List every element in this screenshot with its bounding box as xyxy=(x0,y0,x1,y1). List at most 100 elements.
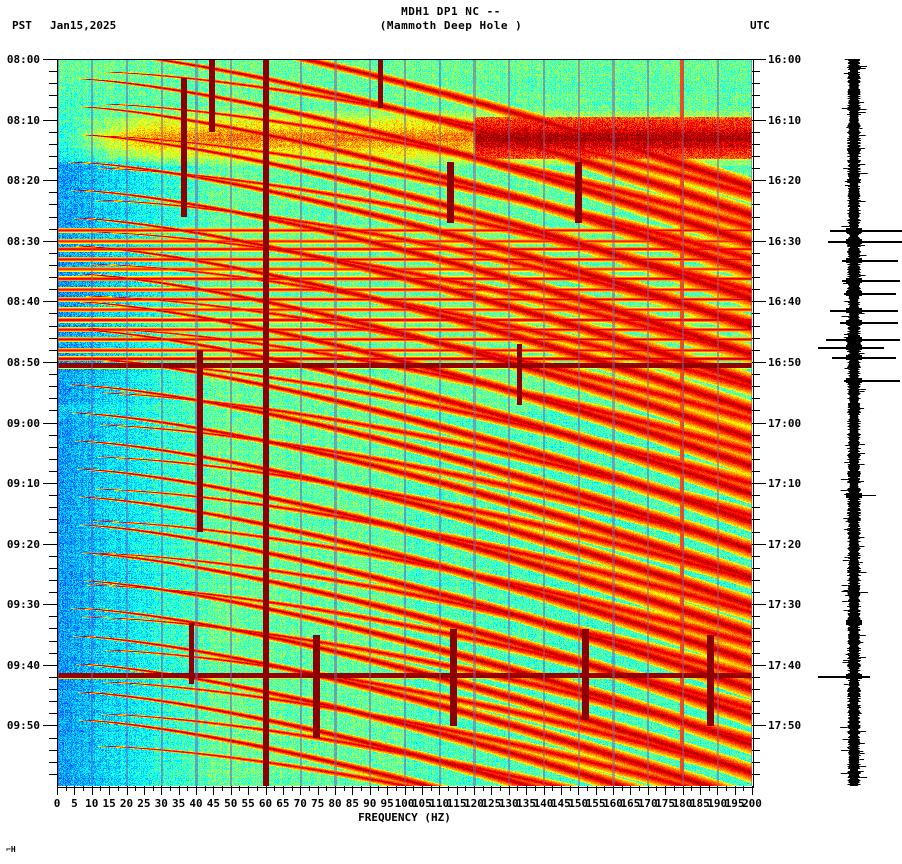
y-tick-major-right xyxy=(752,301,766,302)
corner-mark: ⌐H xyxy=(6,845,16,854)
x-tick-major xyxy=(578,786,579,795)
y-tick-minor-left xyxy=(49,313,57,314)
x-axis-label: 90 xyxy=(363,797,377,810)
y-tick-minor-left xyxy=(49,750,57,751)
x-tick-minor xyxy=(535,786,536,791)
x-axis-title: FREQUENCY (HZ) xyxy=(358,811,451,824)
y-axis-label-pst: 09:10 xyxy=(6,477,40,490)
x-tick-minor xyxy=(622,786,623,791)
y-tick-minor-left xyxy=(49,289,57,290)
x-tick-minor xyxy=(552,786,553,791)
y-axis-label-utc: 16:20 xyxy=(768,174,802,187)
y-tick-minor-right xyxy=(752,204,760,205)
y-tick-major-left xyxy=(43,483,57,484)
y-tick-minor-right xyxy=(752,132,760,133)
y-tick-minor-left xyxy=(49,532,57,533)
y-tick-minor-right xyxy=(752,83,760,84)
x-tick-major xyxy=(370,786,371,795)
x-tick-major xyxy=(387,786,388,795)
y-axis-label-utc: 17:20 xyxy=(768,538,802,551)
x-tick-major xyxy=(248,786,249,795)
y-tick-minor-right xyxy=(752,253,760,254)
x-tick-minor xyxy=(222,786,223,791)
x-axis-label: 45 xyxy=(206,797,220,810)
x-tick-major xyxy=(613,786,614,795)
x-tick-major xyxy=(439,786,440,795)
y-tick-minor-right xyxy=(752,156,760,157)
y-tick-minor-left xyxy=(49,616,57,617)
x-tick-minor xyxy=(604,786,605,791)
x-tick-minor xyxy=(483,786,484,791)
y-tick-major-right xyxy=(752,604,766,605)
y-tick-minor-left xyxy=(49,701,57,702)
x-axis-label: 190 xyxy=(707,797,728,810)
y-tick-minor-right xyxy=(752,374,760,375)
y-tick-minor-left xyxy=(49,762,57,763)
y-tick-minor-left xyxy=(49,217,57,218)
y-tick-minor-left xyxy=(49,107,57,108)
x-axis-label: 80 xyxy=(328,797,342,810)
x-tick-major xyxy=(474,786,475,795)
x-axis-label: 20 xyxy=(119,797,134,810)
x-tick-minor xyxy=(743,786,744,791)
x-tick-minor xyxy=(448,786,449,791)
y-tick-minor-right xyxy=(752,495,760,496)
seismogram-canvas xyxy=(818,59,902,786)
y-axis-label-pst: 09:50 xyxy=(6,719,40,732)
x-tick-major xyxy=(92,786,93,795)
spectrogram-plot[interactable] xyxy=(57,59,752,786)
x-tick-major xyxy=(127,786,128,795)
x-tick-minor xyxy=(691,786,692,791)
y-tick-minor-right xyxy=(752,338,760,339)
y-axis-label-pst: 08:20 xyxy=(6,174,40,187)
y-tick-minor-left xyxy=(49,386,57,387)
x-tick-minor xyxy=(587,786,588,791)
y-axis-label-pst: 09:00 xyxy=(6,417,40,430)
y-tick-major-right xyxy=(752,665,766,666)
x-axis-label: 10 xyxy=(85,797,99,810)
y-tick-minor-right xyxy=(752,471,760,472)
x-tick-major xyxy=(491,786,492,795)
y-tick-major-right xyxy=(752,241,766,242)
x-tick-major xyxy=(196,786,197,795)
y-axis-label-utc: 17:10 xyxy=(768,477,802,490)
y-tick-minor-left xyxy=(49,156,57,157)
y-tick-minor-left xyxy=(49,495,57,496)
y-axis-label-pst: 08:30 xyxy=(6,235,40,248)
x-axis-label: 135 xyxy=(516,797,537,810)
y-tick-minor-left xyxy=(49,641,57,642)
y-tick-major-left xyxy=(43,544,57,545)
x-tick-major xyxy=(161,786,162,795)
x-axis-label: 85 xyxy=(345,797,359,810)
x-tick-major xyxy=(144,786,145,795)
x-tick-minor xyxy=(726,786,727,791)
x-tick-minor xyxy=(674,786,675,791)
x-tick-major xyxy=(735,786,736,795)
x-tick-major xyxy=(457,786,458,795)
y-tick-minor-left xyxy=(49,374,57,375)
y-tick-minor-right xyxy=(752,592,760,593)
y-tick-minor-right xyxy=(752,265,760,266)
x-tick-major xyxy=(544,786,545,795)
x-tick-major xyxy=(596,786,597,795)
y-tick-minor-right xyxy=(752,580,760,581)
y-tick-minor-left xyxy=(49,568,57,569)
x-axis-label: 140 xyxy=(533,797,554,810)
x-axis-label: 35 xyxy=(172,797,186,810)
y-tick-minor-right xyxy=(752,144,760,145)
y-tick-minor-left xyxy=(49,713,57,714)
x-tick-major xyxy=(405,786,406,795)
y-tick-minor-left xyxy=(49,277,57,278)
y-tick-minor-right xyxy=(752,750,760,751)
seismogram-trace-panel[interactable] xyxy=(818,59,902,786)
y-axis-label-utc: 16:40 xyxy=(768,295,802,308)
y-tick-minor-left xyxy=(49,628,57,629)
record-date-label: Jan15,2025 xyxy=(50,19,117,32)
y-tick-major-right xyxy=(752,59,766,60)
y-tick-minor-left xyxy=(49,192,57,193)
x-tick-major xyxy=(300,786,301,795)
x-tick-minor xyxy=(292,786,293,791)
x-tick-minor xyxy=(570,786,571,791)
y-tick-minor-right xyxy=(752,774,760,775)
x-axis-label: 155 xyxy=(585,797,606,810)
